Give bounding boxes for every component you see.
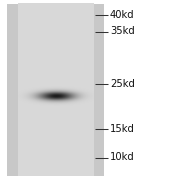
- Text: 40kd: 40kd: [110, 10, 134, 20]
- Bar: [18, 4, 94, 176]
- Text: 35kd: 35kd: [110, 26, 135, 37]
- Text: 10kd: 10kd: [110, 152, 135, 163]
- Text: 25kd: 25kd: [110, 79, 135, 89]
- Bar: [7, 4, 104, 176]
- Text: 15kd: 15kd: [110, 124, 135, 134]
